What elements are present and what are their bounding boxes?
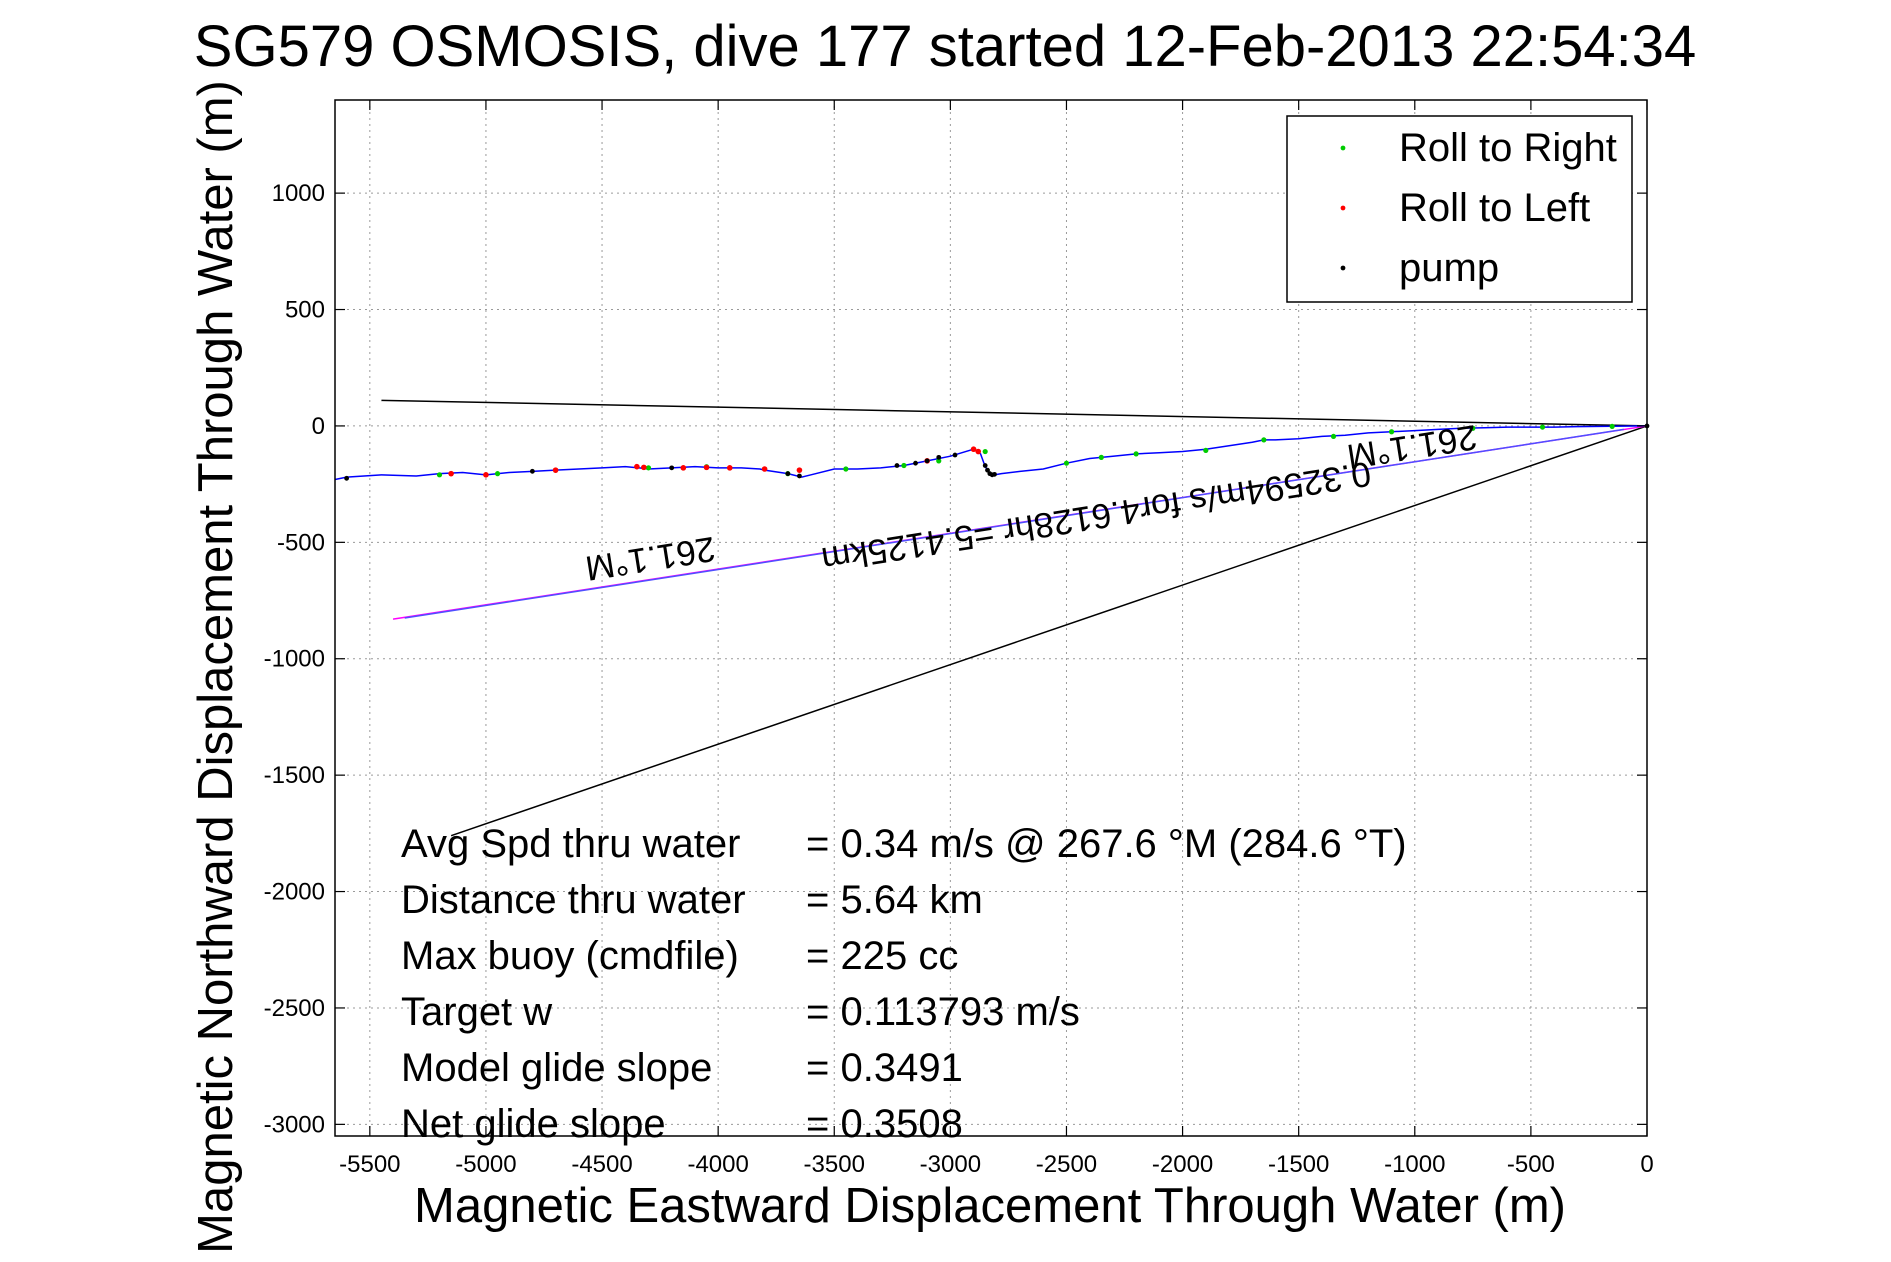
- y-tick-label: 500: [285, 297, 325, 324]
- reference-line: [404, 428, 1624, 619]
- stat-label: Net glide slope: [401, 1102, 666, 1146]
- x-tick-label: -2500: [1036, 1151, 1097, 1178]
- roll-right-point: [494, 471, 501, 477]
- legend-marker: [1340, 205, 1346, 211]
- roll-left-point: [726, 465, 733, 471]
- stat-value: = 0.3491: [806, 1046, 963, 1090]
- x-tick-label: -500: [1507, 1151, 1555, 1178]
- pump-point: [936, 454, 942, 460]
- roll-left-point: [552, 467, 559, 473]
- stat-label: Target w: [401, 990, 552, 1034]
- roll-left-point: [634, 463, 640, 470]
- legend-marker: [1340, 145, 1346, 151]
- reference-line: [450, 425, 1648, 837]
- x-tick-label: -3000: [920, 1151, 981, 1178]
- x-tick-label: -1500: [1268, 1151, 1329, 1178]
- roll-right-point: [1063, 460, 1070, 466]
- roll-right-point: [1470, 425, 1476, 431]
- chart-title: SG579 OSMOSIS, dive 177 started 12-Feb-2…: [194, 14, 1696, 79]
- x-axis-label: Magnetic Eastward Displacement Through W…: [414, 1179, 1566, 1233]
- y-tick-label: -2500: [264, 995, 325, 1022]
- marker-series: [344, 423, 1650, 481]
- pump-point: [985, 467, 990, 473]
- legend-label: pump: [1399, 246, 1499, 290]
- y-tick-label: -3000: [264, 1111, 325, 1138]
- roll-right-point: [436, 472, 443, 478]
- roll-right-point: [982, 448, 988, 455]
- pump-point: [894, 463, 900, 468]
- stat-value: = 0.34 m/s @ 267.6 °M (284.6 °T): [806, 822, 1407, 866]
- roll-right-point: [1539, 424, 1546, 430]
- roll-left-point: [680, 465, 687, 471]
- stat-value: = 225 cc: [806, 934, 958, 978]
- reference-lines: [381, 399, 1648, 837]
- x-tick-label: -4000: [687, 1151, 748, 1178]
- roll-right-point: [1261, 437, 1267, 443]
- x-tick-label: -1000: [1384, 1151, 1445, 1178]
- y-tick-label: 1000: [272, 180, 325, 207]
- roll-left-point: [761, 466, 768, 472]
- roll-right-point: [1133, 451, 1139, 457]
- pump-point: [529, 468, 535, 474]
- tick-labels: -5500 -5000 -4500 -4000 -3500 -3000 -2500 -2000…: [264, 100, 1654, 1178]
- roll-right-point: [1098, 454, 1104, 460]
- stats-block: Avg Spd thru water = 0.34 m/s @ 267.6 °M …: [401, 822, 1407, 1146]
- roll-right-point: [1330, 433, 1337, 440]
- stat-value: = 0.3508: [806, 1102, 963, 1146]
- y-tick-label: -1000: [264, 646, 325, 673]
- roll-right-point: [1388, 429, 1395, 435]
- y-tick-label: -1500: [264, 762, 325, 789]
- roll-left-point: [448, 470, 454, 477]
- pump-point: [669, 465, 675, 471]
- y-axis-label: Magnetic Northward Displacement Through …: [189, 80, 243, 1254]
- roll-right-point: [936, 458, 942, 464]
- roll-right-point: [1203, 447, 1209, 453]
- roll-left-point: [796, 467, 803, 473]
- y-tick-label: -500: [277, 529, 325, 556]
- pump-point: [952, 452, 958, 458]
- stat-label: Max buoy (cmdfile): [401, 934, 739, 978]
- stat-label: Model glide slope: [401, 1046, 712, 1090]
- roll-left-point: [641, 464, 647, 471]
- roll-left-point: [703, 464, 710, 471]
- track-series: [334, 425, 1648, 481]
- pump-point: [924, 458, 930, 464]
- plot-frame: [334, 99, 1648, 1137]
- pump-point: [797, 473, 802, 479]
- roll-right-point: [901, 462, 907, 469]
- x-tick-label: -4500: [571, 1151, 632, 1178]
- pump-point: [913, 460, 918, 466]
- legend-label: Roll to Left: [1399, 186, 1590, 230]
- x-tick-label: 0: [1640, 1151, 1653, 1178]
- stat-value: = 5.64 km: [806, 878, 983, 922]
- stat-label: Distance thru water: [401, 878, 746, 922]
- roll-right-point: [1609, 423, 1615, 429]
- roll-right-point: [645, 465, 652, 471]
- legend-marker: [1340, 265, 1346, 271]
- stat-value: = 0.113793 m/s: [806, 990, 1080, 1034]
- y-tick-label: -2000: [264, 879, 325, 906]
- track-line: [334, 425, 1648, 481]
- x-tick-label: -2000: [1152, 1151, 1213, 1178]
- pump-point: [982, 463, 988, 468]
- pump-point: [344, 475, 350, 481]
- roll-left-point: [483, 472, 489, 478]
- roll-left-point: [970, 446, 977, 453]
- legend: Roll to Right Roll to Left pump: [1286, 115, 1633, 303]
- roll-left-point: [975, 448, 982, 455]
- y-tick-label: 0: [312, 413, 325, 440]
- roll-right-point: [843, 466, 849, 472]
- pump-point: [992, 471, 997, 477]
- x-tick-label: -3500: [804, 1151, 865, 1178]
- x-tick-label: -5000: [455, 1151, 516, 1178]
- reference-line: [381, 399, 1648, 427]
- pump-point: [785, 471, 791, 477]
- x-tick-label: -5500: [339, 1151, 400, 1178]
- legend-label: Roll to Right: [1399, 126, 1617, 170]
- stat-label: Avg Spd thru water: [401, 822, 740, 866]
